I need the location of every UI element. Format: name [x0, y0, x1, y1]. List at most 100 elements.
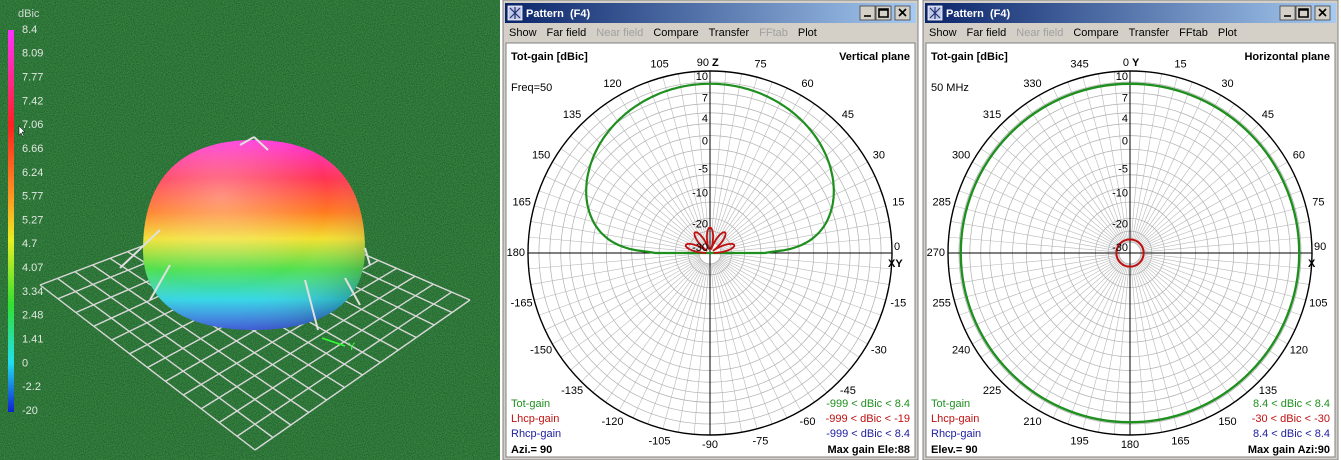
spoke: [1052, 262, 1126, 419]
angle-label: -90: [702, 439, 718, 451]
spoke: [1025, 261, 1124, 403]
antenna-wire: [364, 247, 371, 266]
spoke: [1025, 103, 1124, 245]
angle-label: -45: [840, 385, 856, 397]
spoke: [718, 259, 850, 371]
window-icon-mark: [509, 7, 521, 19]
scale-label: 7.42: [22, 95, 43, 107]
menu-item: FFtab: [759, 27, 788, 39]
angle-label: -60: [800, 416, 816, 428]
angle-label: -120: [601, 416, 623, 428]
spoke: [710, 263, 727, 435]
scale-label: 7.06: [22, 119, 43, 131]
spoke: [718, 135, 850, 247]
gain-label: Tot-gain [dBic]: [511, 51, 588, 63]
axis-label: XY: [888, 258, 903, 270]
spoke: [605, 261, 704, 403]
spoke: [647, 81, 707, 243]
window-min-button[interactable]: [1279, 5, 1296, 21]
spoke: [720, 190, 882, 250]
spoke: [980, 148, 1122, 247]
menu-item[interactable]: Compare: [1073, 27, 1118, 39]
spoke: [720, 256, 882, 316]
angle-label: 60: [801, 78, 813, 90]
spoke: [693, 263, 710, 435]
scale-title: dBic: [18, 8, 40, 20]
spoke: [1001, 124, 1123, 246]
spoke: [538, 256, 700, 316]
axis-label: Y: [1132, 57, 1140, 69]
legend-range: -999 < dBic < 8.4: [826, 398, 910, 410]
spoke: [1140, 236, 1312, 253]
spoke: [712, 77, 758, 243]
spoke: [1140, 205, 1306, 251]
angle-label: 330: [1023, 78, 1041, 90]
scale-label: 2.48: [22, 310, 43, 322]
menu-item[interactable]: Far field: [547, 27, 587, 39]
spoke: [717, 260, 839, 382]
spoke: [1140, 253, 1312, 270]
grid-wire: [236, 291, 453, 437]
spoke: [632, 87, 706, 244]
menu-item[interactable]: Show: [929, 27, 957, 39]
pattern-window: Pattern (F4) Show Far field Near field Compa…: [922, 0, 1339, 460]
button-glyph: [1318, 8, 1327, 17]
spoke: [715, 262, 802, 411]
spoke: [958, 190, 1120, 250]
spoke: [716, 103, 815, 245]
angle-label: -135: [561, 385, 583, 397]
menu-item[interactable]: Transfer: [1129, 27, 1170, 39]
menu-item[interactable]: Plot: [1218, 27, 1237, 39]
spoke: [1136, 261, 1235, 403]
angle-label: 285: [932, 196, 950, 208]
spoke: [1130, 71, 1147, 243]
spoke: [980, 259, 1122, 358]
angle-label: 120: [603, 78, 621, 90]
spoke: [1140, 254, 1310, 285]
spoke: [1082, 263, 1128, 429]
ring-label: -30: [692, 242, 708, 254]
angle-label: -30: [871, 344, 887, 356]
pattern-window: Pattern (F4) Show Far field Near field Compa…: [502, 0, 919, 460]
legend-name: Lhcp-gain: [511, 413, 559, 425]
angle-label: 15: [892, 196, 904, 208]
scale-label: 6.24: [22, 167, 43, 179]
angle-label: 180: [1121, 439, 1139, 451]
lhcp-gain-curve: [1115, 238, 1145, 268]
scale-label: 1.41: [22, 333, 43, 345]
angle-label: 180: [507, 247, 525, 259]
scale-label: 7.77: [22, 72, 43, 84]
tot-gain-curve: [959, 82, 1301, 424]
menu-item[interactable]: Far field: [967, 27, 1007, 39]
ring-label: -30: [1112, 242, 1128, 254]
antenna-wire: [304, 279, 319, 331]
plane-label: Horizontal plane: [1244, 51, 1330, 63]
spoke: [1038, 262, 1125, 411]
color-scale: [8, 30, 14, 412]
menu-item[interactable]: Show: [509, 27, 537, 39]
angle-label: 45: [842, 109, 854, 121]
menu-item[interactable]: Compare: [653, 27, 698, 39]
spoke: [1135, 95, 1222, 244]
ring-label: -10: [692, 187, 708, 199]
angle-label: 0: [1123, 57, 1129, 69]
menu-item[interactable]: Transfer: [709, 27, 750, 39]
angle-label: 225: [983, 385, 1001, 397]
spoke: [1134, 87, 1208, 244]
spoke: [1113, 71, 1130, 243]
spoke: [632, 262, 706, 419]
angle-label: 105: [1309, 297, 1327, 309]
antenna-wire: [119, 229, 161, 269]
spoke: [1012, 113, 1124, 245]
menu-item[interactable]: Plot: [798, 27, 817, 39]
spoke: [605, 103, 704, 245]
spoke: [552, 161, 701, 248]
menu-item[interactable]: FFtab: [1179, 27, 1208, 39]
spoke: [1038, 95, 1125, 244]
angle-label: 135: [563, 109, 581, 121]
window-min-button[interactable]: [859, 5, 876, 21]
spoke: [1132, 77, 1178, 243]
footer-right: Max gain Azi:90: [1248, 444, 1330, 456]
ring-label: -5: [1118, 164, 1128, 176]
